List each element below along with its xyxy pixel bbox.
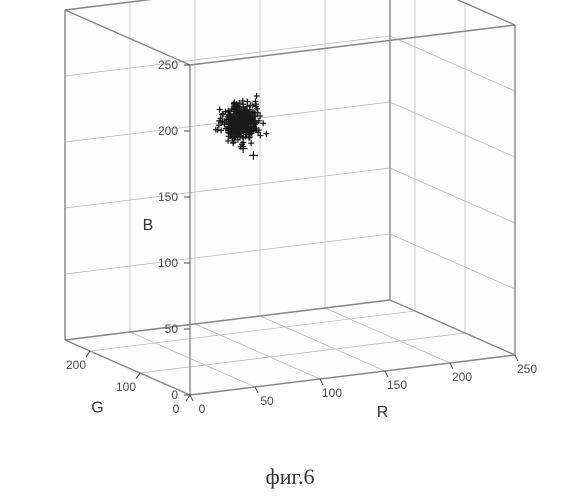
figure-container: 0 50 100 150 200 250 0 100 200 0 50 100 150 200 250 R G B…	[0, 0, 580, 500]
svg-text:0: 0	[171, 388, 178, 402]
svg-text:150: 150	[387, 378, 407, 392]
svg-text:100: 100	[322, 386, 342, 400]
scatter3d-plot: 0 50 100 150 200 250 0 100 200 0 50 100 150 200 250 R G B	[0, 0, 580, 460]
svg-text:100: 100	[158, 256, 178, 270]
svg-text:50: 50	[260, 394, 274, 408]
svg-text:R: R	[377, 404, 389, 421]
figure-caption: фиг.6	[0, 464, 580, 490]
svg-text:250: 250	[158, 58, 178, 72]
svg-text:B: B	[143, 217, 154, 234]
svg-text:0: 0	[173, 402, 180, 416]
svg-text:200: 200	[158, 124, 178, 138]
svg-text:200: 200	[452, 370, 472, 384]
svg-text:G: G	[91, 400, 103, 417]
svg-text:200: 200	[66, 358, 86, 372]
svg-text:150: 150	[158, 190, 178, 204]
svg-text:100: 100	[116, 380, 136, 394]
svg-text:250: 250	[517, 362, 537, 376]
svg-text:0: 0	[199, 402, 206, 416]
svg-text:50: 50	[165, 322, 179, 336]
